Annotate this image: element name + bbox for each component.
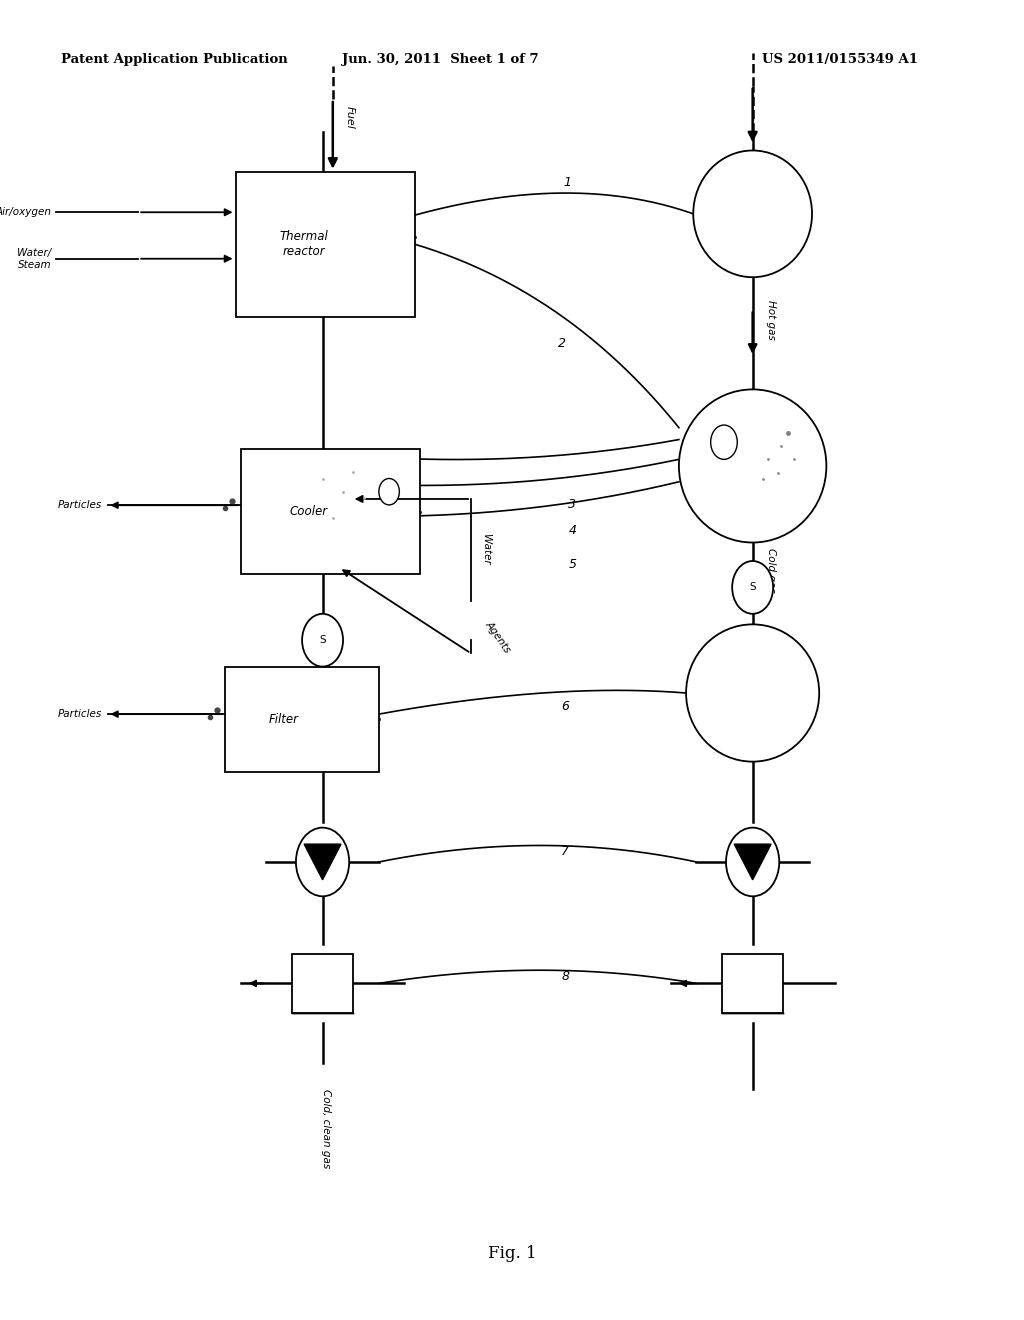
Circle shape bbox=[296, 828, 349, 896]
Circle shape bbox=[711, 425, 737, 459]
Text: 7: 7 bbox=[561, 845, 569, 858]
Circle shape bbox=[379, 479, 399, 506]
Text: Jun. 30, 2011  Sheet 1 of 7: Jun. 30, 2011 Sheet 1 of 7 bbox=[342, 53, 539, 66]
Text: US 2011/0155349 A1: US 2011/0155349 A1 bbox=[762, 53, 918, 66]
Polygon shape bbox=[734, 845, 771, 880]
Ellipse shape bbox=[686, 624, 819, 762]
Text: 4: 4 bbox=[568, 524, 577, 537]
FancyBboxPatch shape bbox=[722, 953, 783, 1014]
Text: S: S bbox=[319, 635, 326, 645]
Text: Filter: Filter bbox=[268, 713, 299, 726]
Circle shape bbox=[302, 614, 343, 667]
Text: 2: 2 bbox=[558, 337, 566, 350]
FancyBboxPatch shape bbox=[241, 449, 420, 574]
Circle shape bbox=[732, 561, 773, 614]
Text: Cold gas: Cold gas bbox=[766, 548, 776, 593]
Text: Particles: Particles bbox=[58, 709, 102, 719]
Text: 1: 1 bbox=[563, 176, 571, 189]
Text: 5: 5 bbox=[568, 558, 577, 572]
Text: Air/oxygen: Air/oxygen bbox=[0, 207, 51, 218]
Text: Water: Water bbox=[481, 535, 492, 565]
Text: Patent Application Publication: Patent Application Publication bbox=[61, 53, 288, 66]
Ellipse shape bbox=[693, 150, 812, 277]
Text: Cooler: Cooler bbox=[290, 506, 328, 517]
Text: Agents: Agents bbox=[483, 619, 512, 655]
Text: 3: 3 bbox=[568, 498, 577, 511]
Polygon shape bbox=[304, 845, 341, 880]
Text: Cold, clean gas: Cold, clean gas bbox=[321, 1089, 331, 1168]
FancyBboxPatch shape bbox=[236, 172, 415, 317]
Text: Hot gas: Hot gas bbox=[766, 300, 776, 341]
Text: Particles: Particles bbox=[58, 500, 102, 511]
Text: Thermal
reactor: Thermal reactor bbox=[280, 230, 328, 259]
Text: Water/
Steam: Water/ Steam bbox=[17, 248, 51, 269]
Text: Fuel: Fuel bbox=[345, 106, 355, 128]
Text: 8: 8 bbox=[561, 970, 569, 983]
Text: 6: 6 bbox=[561, 700, 569, 713]
Text: Fig. 1: Fig. 1 bbox=[487, 1246, 537, 1262]
FancyBboxPatch shape bbox=[225, 667, 379, 772]
Circle shape bbox=[726, 828, 779, 896]
FancyBboxPatch shape bbox=[292, 953, 353, 1014]
Ellipse shape bbox=[679, 389, 826, 543]
Text: S: S bbox=[750, 582, 756, 593]
